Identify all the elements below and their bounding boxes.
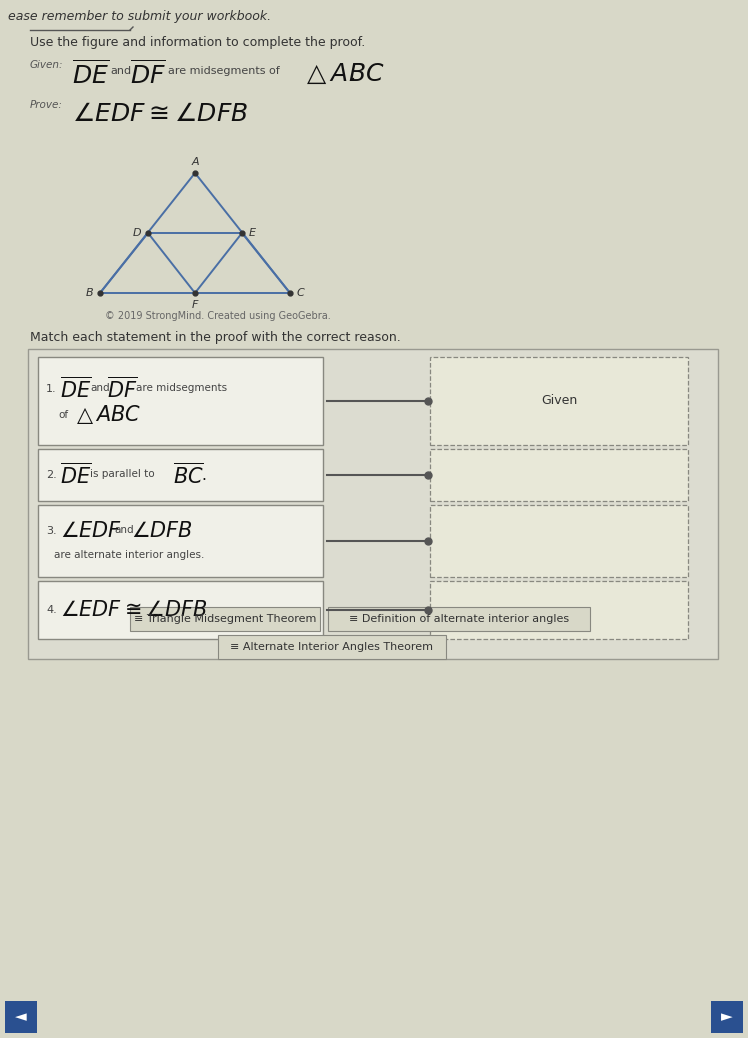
Text: are alternate interior angles.: are alternate interior angles. (54, 550, 204, 559)
Text: .: . (118, 408, 123, 422)
Text: ◄: ◄ (15, 1010, 27, 1025)
Text: F: F (191, 300, 198, 310)
Text: 4.: 4. (46, 605, 57, 614)
Bar (38, 506, 323, 577)
Text: of: of (58, 410, 68, 420)
Text: is parallel to: is parallel to (90, 469, 155, 479)
Text: .: . (201, 467, 206, 483)
Text: $\overline{DF}$: $\overline{DF}$ (130, 59, 166, 88)
Text: $\angle EDF \cong \angle DFB$: $\angle EDF \cong \angle DFB$ (72, 102, 248, 126)
Text: $\triangle ABC$: $\triangle ABC$ (72, 404, 141, 427)
Text: 3.: 3. (46, 526, 57, 536)
Text: $\triangle ABC$: $\triangle ABC$ (302, 62, 384, 86)
Bar (430, 449, 688, 501)
Bar (38, 449, 323, 501)
Text: and: and (90, 383, 110, 393)
Text: E: E (249, 228, 256, 238)
Text: C: C (297, 288, 304, 298)
Text: Prove:: Prove: (30, 100, 63, 110)
Text: and: and (110, 66, 131, 76)
Text: B: B (85, 288, 93, 298)
Bar (328, 607, 590, 631)
Text: $\overline{DE}$: $\overline{DE}$ (72, 59, 109, 88)
Bar (130, 607, 320, 631)
Text: $\angle DFB$: $\angle DFB$ (131, 521, 193, 541)
Text: ►: ► (721, 1010, 733, 1025)
Bar (5, 1001, 37, 1033)
Text: are midsegments: are midsegments (136, 383, 227, 393)
Text: $\angle EDF \cong \angle DFB$: $\angle EDF \cong \angle DFB$ (60, 600, 207, 620)
Bar (218, 635, 446, 659)
Bar (38, 581, 323, 639)
Text: .: . (350, 64, 356, 83)
Bar (711, 1001, 743, 1033)
Text: D: D (132, 228, 141, 238)
Text: and: and (114, 525, 134, 535)
Text: ease remember to submit your workbook.: ease remember to submit your workbook. (8, 10, 271, 23)
Text: 2.: 2. (46, 470, 57, 480)
Text: $\overline{DE}$: $\overline{DE}$ (60, 462, 91, 488)
Bar (430, 357, 688, 445)
Text: ≡ Definition of alternate interior angles: ≡ Definition of alternate interior angle… (349, 614, 569, 624)
Text: A: A (191, 157, 199, 167)
Bar (28, 349, 718, 659)
Text: © 2019 StrongMind. Created using GeoGebra.: © 2019 StrongMind. Created using GeoGebr… (105, 311, 331, 321)
Text: Given:: Given: (30, 60, 64, 70)
Text: are midsegments of: are midsegments of (168, 66, 280, 76)
Bar (430, 581, 688, 639)
Text: ≡ Triangle Midsegment Theorem: ≡ Triangle Midsegment Theorem (134, 614, 316, 624)
Text: $\overline{DF}$: $\overline{DF}$ (107, 377, 138, 402)
Text: Match each statement in the proof with the correct reason.: Match each statement in the proof with t… (30, 331, 401, 344)
Text: $\angle EDF$: $\angle EDF$ (60, 521, 122, 541)
Text: Use the figure and information to complete the proof.: Use the figure and information to comple… (30, 36, 365, 49)
Text: Given: Given (541, 394, 577, 408)
Text: $\overline{BC}$: $\overline{BC}$ (173, 462, 204, 488)
Text: $\overline{DE}$: $\overline{DE}$ (60, 377, 91, 402)
Bar (38, 357, 323, 445)
Bar (430, 506, 688, 577)
Text: ≡ Alternate Interior Angles Theorem: ≡ Alternate Interior Angles Theorem (230, 641, 434, 652)
Text: 1.: 1. (46, 384, 57, 394)
